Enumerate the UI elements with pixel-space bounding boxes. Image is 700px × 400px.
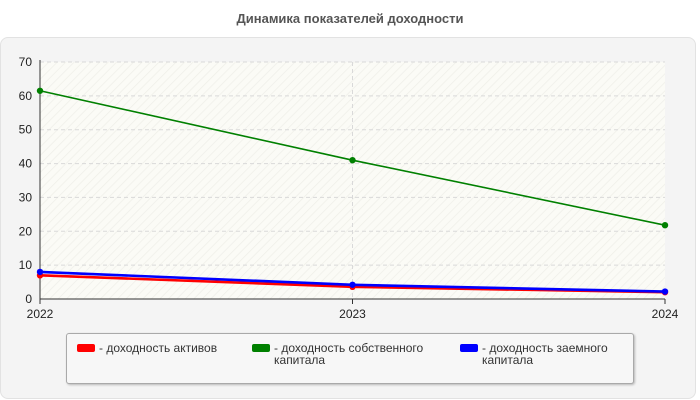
y-tick-label: 20 — [19, 224, 33, 238]
y-tick-label: 70 — [19, 55, 33, 69]
legend-swatch-debt — [460, 344, 478, 352]
data-point-1-2 — [661, 221, 669, 229]
data-point-2-2 — [661, 288, 669, 295]
y-tick-label: 30 — [19, 190, 33, 204]
legend-label-debt: - доходность заемного капитала — [482, 341, 608, 367]
legend-label-assets: - доходность активов — [99, 341, 218, 355]
chart-title: Динамика показателей доходности — [236, 11, 464, 26]
legend-item-debt: - доходность заемного капитала — [460, 342, 640, 366]
y-tick-label: 0 — [25, 292, 32, 306]
x-tick-label: 2023 — [339, 307, 366, 321]
y-tick-label: 60 — [19, 89, 33, 103]
tick-labels: 0 10 20 30 40 50 60 70 2022 2023 2024 — [19, 55, 679, 321]
data-point-1-1 — [349, 156, 356, 164]
y-tick-label: 50 — [19, 123, 33, 137]
legend-item-equity: - доходность собственного капитала — [252, 342, 432, 366]
y-tick-label: 10 — [19, 258, 33, 272]
series-group — [36, 87, 669, 296]
legend-label-equity: - доходность собственного капитала — [274, 341, 424, 367]
legend-swatch-assets — [77, 344, 95, 352]
y-tick-label: 40 — [19, 157, 33, 171]
legend-item-assets: - доходность активов — [77, 342, 257, 354]
legend: - доходность активов - доходность собств… — [66, 333, 634, 384]
legend-swatch-equity — [252, 344, 270, 352]
data-point-2-1 — [349, 281, 356, 288]
axes — [39, 60, 666, 304]
grid-lines — [40, 61, 665, 299]
data-point-1-0 — [36, 87, 44, 94]
data-point-2-0 — [36, 268, 44, 276]
x-tick-label: 2024 — [652, 307, 679, 321]
x-tick-label: 2022 — [27, 307, 54, 321]
